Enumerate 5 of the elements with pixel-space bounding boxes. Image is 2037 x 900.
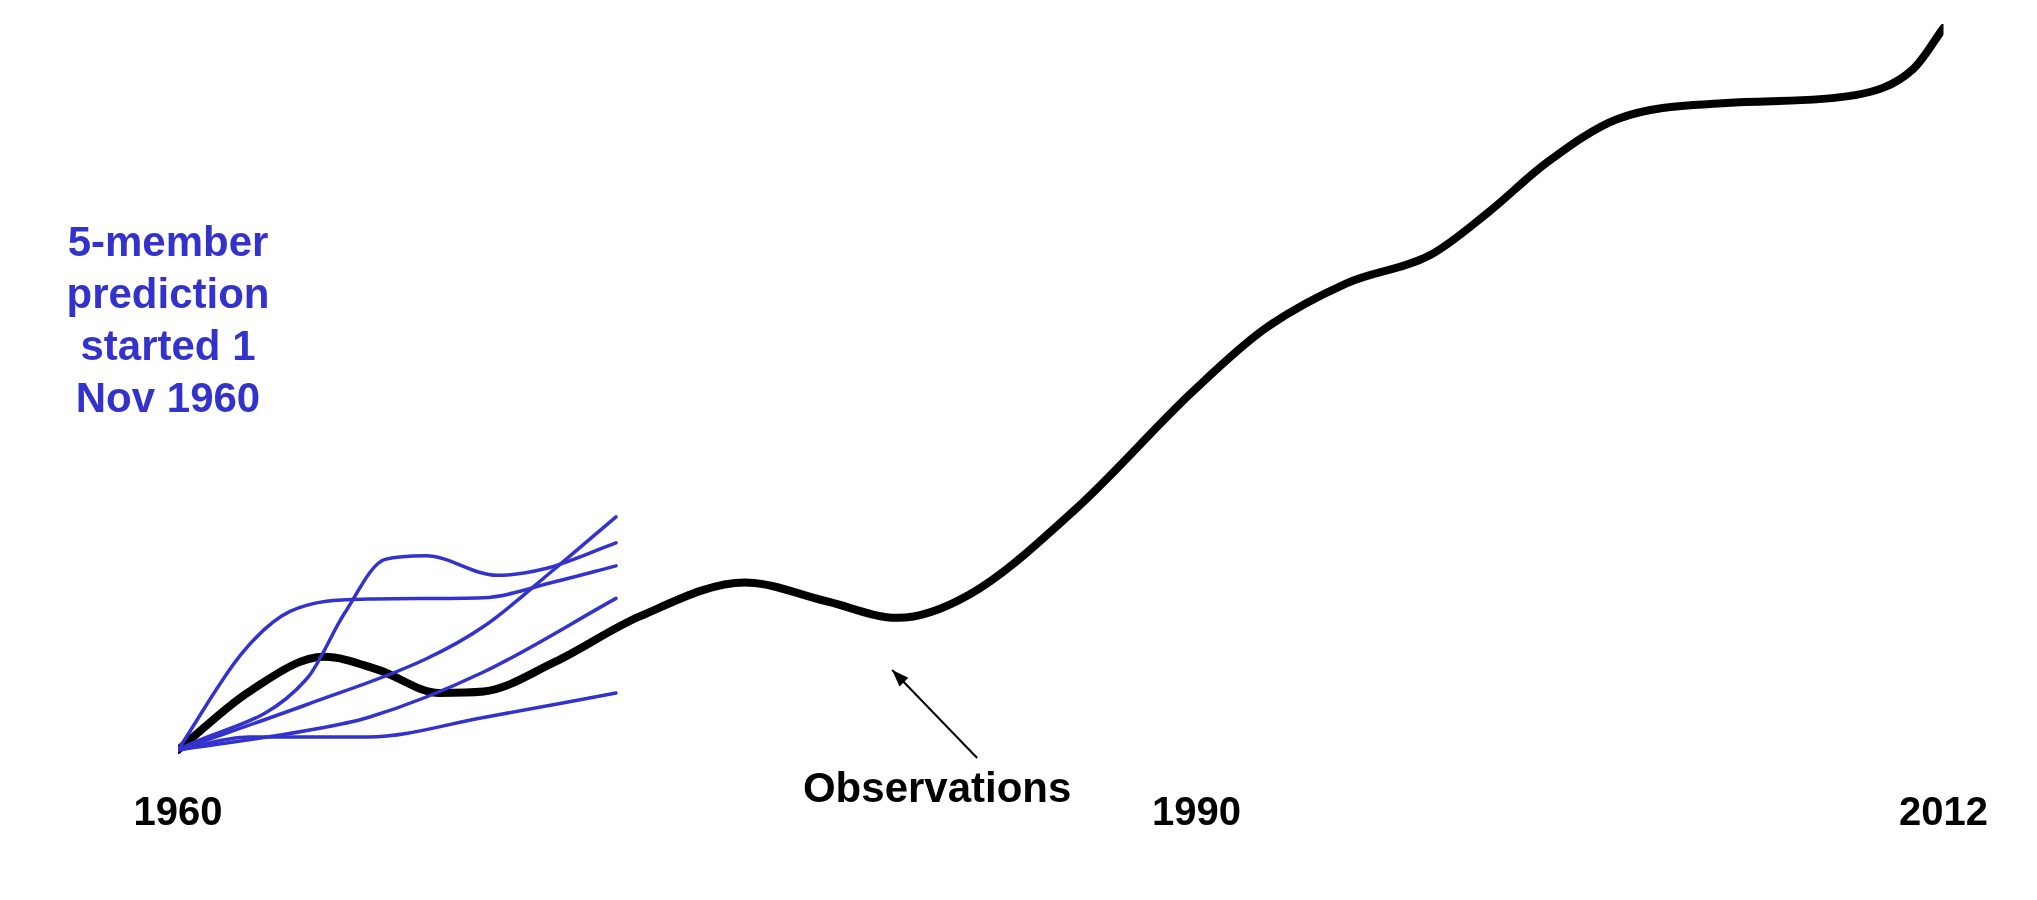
- annotation: 5-member prediction started 1 Nov 1960: [66, 218, 270, 422]
- x-tick-label: 1990: [1152, 789, 1242, 834]
- text: Observations: [802, 763, 1072, 811]
- x-tick-label: 2012: [1899, 789, 1988, 834]
- x-tick-label: 1960: [133, 789, 223, 834]
